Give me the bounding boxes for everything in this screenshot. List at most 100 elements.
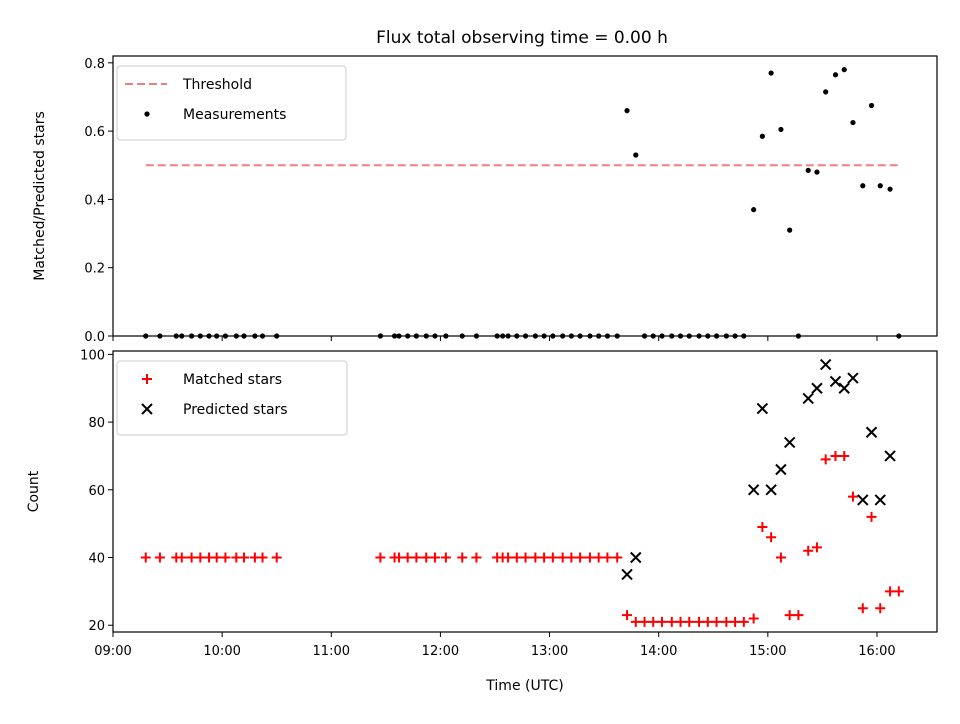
data-point — [471, 552, 482, 563]
data-point — [694, 616, 705, 627]
data-point — [866, 511, 877, 522]
data-point — [775, 463, 787, 476]
data-point — [820, 454, 831, 465]
y-tick-label: 20 — [88, 619, 105, 634]
data-point — [593, 552, 604, 563]
data-point — [402, 552, 413, 563]
data-point — [885, 586, 896, 597]
data-point — [874, 494, 886, 506]
data-point — [656, 616, 667, 627]
data-point — [566, 552, 577, 563]
legend-label: Predicted stars — [183, 402, 288, 418]
data-point — [805, 167, 811, 173]
data-point — [814, 169, 820, 175]
data-point — [612, 552, 623, 563]
chart-title: Flux total observing time = 0.00 h — [376, 28, 668, 48]
data-point — [154, 552, 165, 563]
data-point — [711, 616, 722, 627]
data-point — [830, 450, 841, 461]
data-point — [860, 183, 866, 189]
legend-label: Measurements — [183, 107, 286, 123]
x-tick-label: 14:00 — [640, 644, 677, 659]
data-point — [811, 542, 822, 553]
data-point — [630, 551, 642, 564]
data-point — [865, 426, 878, 438]
data-point — [140, 552, 151, 563]
data-point — [857, 603, 868, 614]
data-point — [803, 545, 814, 556]
data-point — [575, 552, 586, 563]
data-point — [875, 603, 886, 614]
data-point — [584, 552, 595, 563]
y-tick-label: 0.8 — [84, 57, 105, 72]
data-point — [520, 552, 531, 563]
data-point — [893, 586, 904, 597]
y-tick-label: 0.0 — [84, 330, 105, 345]
legend-marker — [142, 374, 152, 384]
data-point — [847, 372, 859, 384]
data-point — [787, 227, 793, 233]
data-point — [775, 552, 786, 563]
x-tick-label: 16:00 — [858, 644, 895, 659]
legend-marker — [141, 403, 153, 415]
data-point — [887, 186, 893, 192]
data-point — [839, 450, 850, 461]
data-point — [757, 522, 768, 533]
legend: Threshold Measurements — [116, 65, 347, 141]
axes-frame — [112, 350, 938, 633]
x-tick-label: 12:00 — [422, 644, 459, 659]
data-point — [756, 402, 769, 415]
data-point — [850, 119, 856, 126]
data-point — [622, 610, 633, 621]
legend-box — [116, 65, 347, 141]
data-point — [823, 89, 829, 95]
data-point — [648, 616, 659, 627]
data-point — [633, 152, 639, 158]
y-axis-label: Count — [26, 470, 42, 512]
data-point — [784, 610, 795, 621]
axes-frame — [112, 55, 938, 337]
legend-box — [116, 360, 348, 436]
data-point — [624, 108, 630, 114]
data-point — [751, 207, 757, 213]
top-panel: 0.0 0.2 0.4 0.6 0.8 Matched/Predicted stars Th… — [32, 55, 938, 345]
data-point — [702, 616, 713, 627]
data-point — [877, 183, 883, 189]
data-point — [832, 72, 839, 78]
data-point — [847, 491, 858, 502]
data-point — [257, 552, 268, 563]
data-point — [721, 616, 732, 627]
y-tick-label: 80 — [88, 416, 105, 431]
data-point — [748, 613, 759, 624]
data-point — [511, 552, 522, 563]
data-point — [238, 552, 249, 563]
data-point — [271, 552, 282, 563]
x-tick-label: 09:00 — [94, 644, 131, 659]
x-tick-label: 13:00 — [531, 644, 568, 659]
x-axis-label: Time (UTC) — [485, 678, 563, 694]
data-point — [838, 382, 850, 394]
y-tick-label: 0.4 — [84, 193, 105, 208]
data-point — [220, 552, 231, 563]
data-point — [778, 126, 784, 133]
data-point — [738, 616, 749, 627]
data-point — [765, 484, 777, 496]
data-point — [211, 552, 222, 563]
data-point — [547, 552, 558, 563]
data-point — [811, 382, 823, 394]
data-point — [411, 552, 422, 563]
legend-label: Matched stars — [183, 372, 282, 388]
data-point — [195, 552, 206, 563]
y-tick-label: 100 — [80, 348, 105, 363]
legend: Matched stars Predicted stars — [116, 360, 348, 436]
data-point — [429, 552, 440, 563]
data-point — [829, 375, 842, 388]
data-point — [730, 616, 741, 627]
data-point — [666, 616, 677, 627]
data-point — [802, 392, 814, 405]
data-point — [768, 70, 774, 76]
y-tick-label: 40 — [88, 552, 105, 567]
data-point — [783, 436, 796, 449]
data-point — [421, 552, 432, 563]
